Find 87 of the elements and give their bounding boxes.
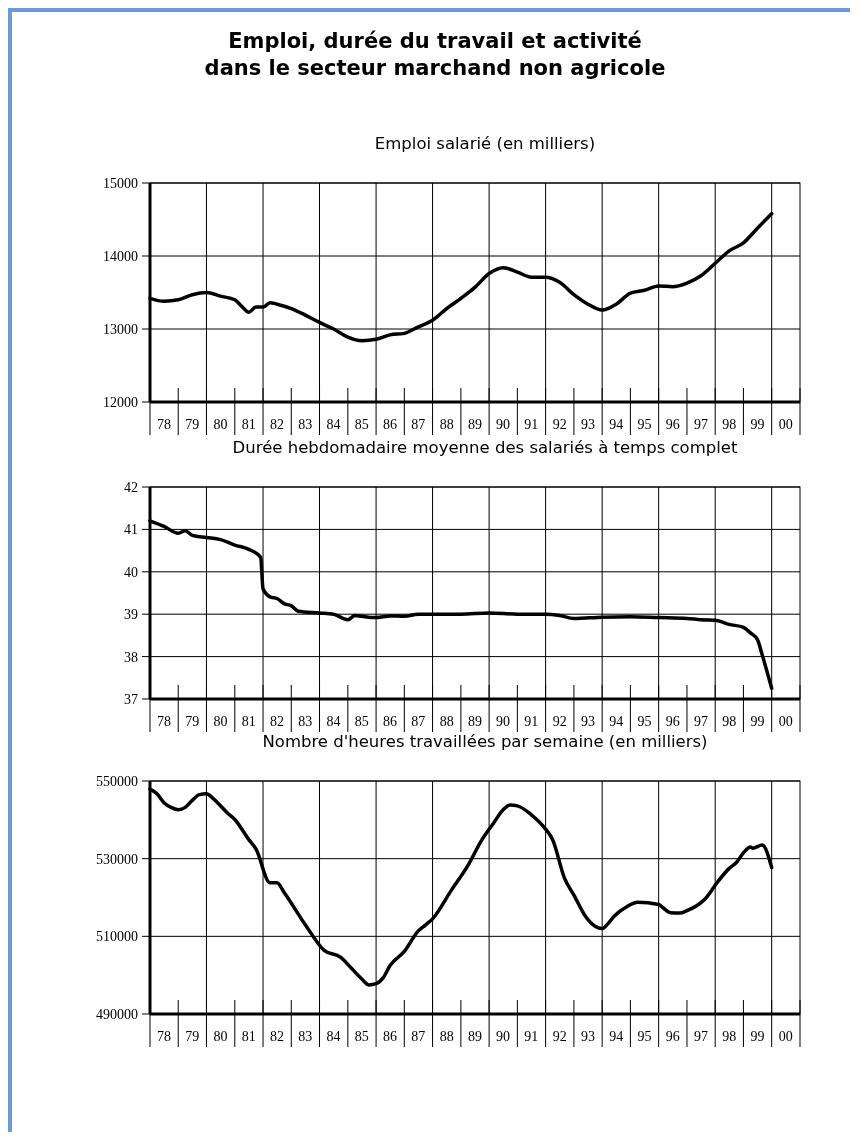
x-tick-label: 79 (185, 417, 200, 432)
x-tick-label: 91 (524, 417, 539, 432)
x-tick-label: 92 (552, 1029, 567, 1044)
chart-title: Nombre d'heures travaillées par semaine (en milliers) (262, 732, 708, 751)
x-tick-label: 92 (552, 714, 567, 729)
x-tick-label: 91 (524, 714, 539, 729)
x-tick-label: 83 (298, 417, 313, 432)
x-tick-label: 94 (609, 714, 624, 729)
x-tick-label: 85 (354, 1029, 369, 1044)
x-tick-label: 93 (580, 417, 595, 432)
x-tick-label: 84 (326, 417, 341, 432)
x-tick-label: 83 (298, 1029, 313, 1044)
x-tick-label: 84 (326, 1029, 341, 1044)
x-tick-label: 96 (665, 417, 680, 432)
x-tick-label: 93 (580, 1029, 595, 1044)
x-tick-label: 85 (354, 417, 369, 432)
x-tick-label: 95 (637, 1029, 652, 1044)
x-tick-label: 81 (241, 417, 256, 432)
x-tick-label: 00 (778, 1029, 793, 1044)
x-tick-label: 00 (778, 417, 793, 432)
x-tick-label: 89 (467, 714, 482, 729)
x-tick-label: 85 (354, 714, 369, 729)
y-tick-label: 38 (124, 649, 138, 665)
chart-subtitle: Emploi salarié (en milliers) (374, 134, 596, 153)
x-tick-label: 94 (609, 1029, 624, 1044)
x-tick-label: 87 (411, 714, 426, 729)
x-tick-label: 78 (157, 417, 171, 432)
x-tick-label: 80 (213, 417, 228, 432)
y-tick-label: 37 (124, 691, 138, 707)
y-tick-label: 490000 (96, 1006, 138, 1022)
x-tick-label: 90 (496, 1029, 511, 1044)
x-tick-label: 88 (439, 1029, 454, 1044)
x-tick-label: 87 (411, 417, 426, 432)
x-tick-label: 86 (383, 1029, 398, 1044)
x-tick-label: 00 (778, 714, 793, 729)
y-tick-label: 15000 (103, 175, 138, 191)
x-tick-label: 88 (439, 417, 454, 432)
x-tick-label: 94 (609, 417, 624, 432)
y-tick-label: 12000 (103, 394, 138, 410)
x-tick-label: 78 (157, 714, 171, 729)
x-tick-label: 79 (185, 714, 200, 729)
x-tick-label: 99 (750, 714, 765, 729)
chart-title: Emploi, durée du travail et activité dans le secteur marchand non agricole (204, 29, 666, 80)
x-tick-label: 82 (270, 714, 285, 729)
x-tick-label: 96 (665, 1029, 680, 1044)
x-tick-label: 87 (411, 1029, 426, 1044)
x-tick-label: 86 (383, 417, 398, 432)
y-tick-label: 39 (124, 607, 138, 623)
x-tick-label: 80 (213, 714, 228, 729)
y-tick-label: 550000 (96, 773, 138, 789)
x-tick-label: 78 (157, 1029, 171, 1044)
x-tick-label: 79 (185, 1029, 200, 1044)
x-tick-label: 90 (496, 417, 511, 432)
x-tick-label: 99 (750, 1029, 765, 1044)
x-tick-label: 96 (665, 714, 680, 729)
y-tick-label: 40 (124, 564, 138, 580)
x-tick-label: 98 (722, 417, 737, 432)
x-tick-label: 92 (552, 417, 567, 432)
x-tick-label: 99 (750, 417, 765, 432)
x-tick-label: 80 (213, 1029, 228, 1044)
x-tick-label: 82 (270, 1029, 285, 1044)
x-tick-label: 84 (326, 714, 341, 729)
y-tick-label: 14000 (103, 248, 138, 264)
y-tick-label: 510000 (96, 929, 138, 945)
x-tick-label: 86 (383, 714, 398, 729)
x-tick-label: 97 (693, 417, 708, 432)
y-tick-label: 13000 (103, 321, 138, 337)
x-tick-label: 89 (467, 417, 482, 432)
x-tick-label: 91 (524, 1029, 539, 1044)
x-tick-label: 90 (496, 714, 511, 729)
x-tick-label: 97 (693, 714, 708, 729)
x-tick-label: 82 (270, 417, 285, 432)
x-tick-label: 95 (637, 714, 652, 729)
x-tick-label: 89 (467, 1029, 482, 1044)
x-tick-label: 88 (439, 714, 454, 729)
x-tick-label: 98 (722, 714, 737, 729)
x-tick-label: 98 (722, 1029, 737, 1044)
y-tick-label: 530000 (96, 851, 138, 867)
x-tick-label: 93 (580, 714, 595, 729)
y-tick-label: 41 (124, 522, 138, 538)
x-tick-label: 97 (693, 1029, 708, 1044)
x-tick-label: 95 (637, 417, 652, 432)
x-tick-label: 83 (298, 714, 313, 729)
y-tick-label: 42 (124, 479, 138, 495)
x-tick-label: 81 (241, 714, 256, 729)
x-tick-label: 81 (241, 1029, 256, 1044)
chart-title: Durée hebdomadaire moyenne des salariés à temps complet (232, 438, 738, 457)
